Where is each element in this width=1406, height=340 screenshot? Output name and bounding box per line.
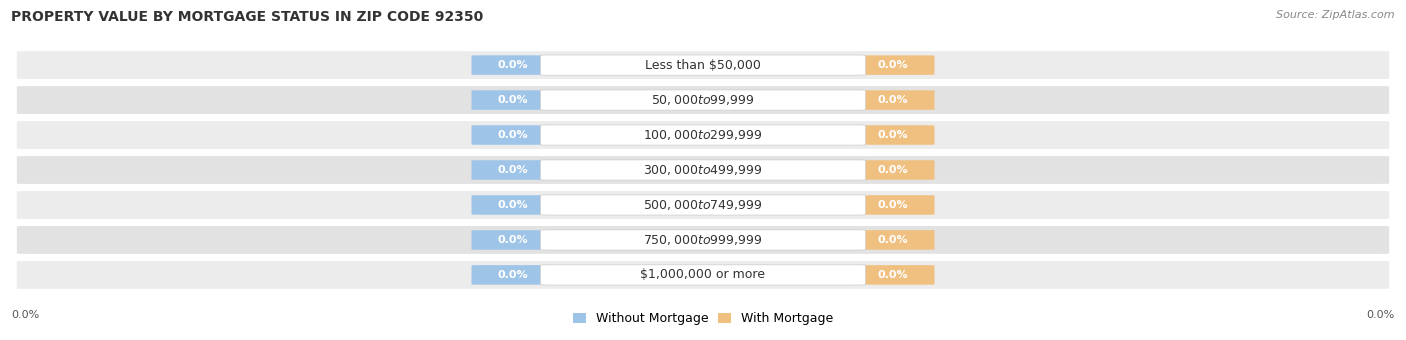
- Text: $750,000 to $999,999: $750,000 to $999,999: [644, 233, 762, 247]
- FancyBboxPatch shape: [852, 125, 935, 145]
- FancyBboxPatch shape: [17, 261, 1389, 289]
- Text: 0.0%: 0.0%: [498, 95, 529, 105]
- Text: 0.0%: 0.0%: [877, 235, 908, 245]
- FancyBboxPatch shape: [17, 121, 1389, 149]
- Text: 0.0%: 0.0%: [877, 95, 908, 105]
- Text: 0.0%: 0.0%: [498, 200, 529, 210]
- FancyBboxPatch shape: [17, 86, 1389, 114]
- Text: Source: ZipAtlas.com: Source: ZipAtlas.com: [1277, 10, 1395, 20]
- FancyBboxPatch shape: [852, 195, 935, 215]
- FancyBboxPatch shape: [852, 90, 935, 110]
- FancyBboxPatch shape: [471, 195, 554, 215]
- Text: 0.0%: 0.0%: [11, 310, 39, 320]
- FancyBboxPatch shape: [540, 265, 866, 285]
- FancyBboxPatch shape: [852, 55, 935, 75]
- Text: 0.0%: 0.0%: [877, 60, 908, 70]
- Text: 0.0%: 0.0%: [498, 60, 529, 70]
- FancyBboxPatch shape: [17, 191, 1389, 219]
- Text: $500,000 to $749,999: $500,000 to $749,999: [644, 198, 762, 212]
- Text: 0.0%: 0.0%: [498, 130, 529, 140]
- Text: Less than $50,000: Less than $50,000: [645, 58, 761, 72]
- Text: $1,000,000 or more: $1,000,000 or more: [641, 268, 765, 282]
- FancyBboxPatch shape: [852, 230, 935, 250]
- Legend: Without Mortgage, With Mortgage: Without Mortgage, With Mortgage: [568, 307, 838, 330]
- FancyBboxPatch shape: [540, 55, 866, 75]
- Text: $100,000 to $299,999: $100,000 to $299,999: [644, 128, 762, 142]
- FancyBboxPatch shape: [471, 125, 554, 145]
- FancyBboxPatch shape: [540, 125, 866, 145]
- FancyBboxPatch shape: [471, 90, 554, 110]
- Text: 0.0%: 0.0%: [877, 200, 908, 210]
- Text: $50,000 to $99,999: $50,000 to $99,999: [651, 93, 755, 107]
- Text: 0.0%: 0.0%: [498, 165, 529, 175]
- FancyBboxPatch shape: [540, 230, 866, 250]
- FancyBboxPatch shape: [852, 160, 935, 180]
- FancyBboxPatch shape: [17, 51, 1389, 79]
- FancyBboxPatch shape: [540, 160, 866, 180]
- FancyBboxPatch shape: [17, 156, 1389, 184]
- FancyBboxPatch shape: [852, 265, 935, 285]
- FancyBboxPatch shape: [471, 265, 554, 285]
- Text: 0.0%: 0.0%: [1367, 310, 1395, 320]
- Text: 0.0%: 0.0%: [498, 270, 529, 280]
- FancyBboxPatch shape: [540, 90, 866, 110]
- Text: 0.0%: 0.0%: [877, 130, 908, 140]
- FancyBboxPatch shape: [471, 55, 554, 75]
- FancyBboxPatch shape: [471, 160, 554, 180]
- Text: 0.0%: 0.0%: [877, 165, 908, 175]
- Text: 0.0%: 0.0%: [498, 235, 529, 245]
- Text: $300,000 to $499,999: $300,000 to $499,999: [644, 163, 762, 177]
- FancyBboxPatch shape: [540, 195, 866, 215]
- Text: PROPERTY VALUE BY MORTGAGE STATUS IN ZIP CODE 92350: PROPERTY VALUE BY MORTGAGE STATUS IN ZIP…: [11, 10, 484, 24]
- FancyBboxPatch shape: [17, 226, 1389, 254]
- Text: 0.0%: 0.0%: [877, 270, 908, 280]
- FancyBboxPatch shape: [471, 230, 554, 250]
